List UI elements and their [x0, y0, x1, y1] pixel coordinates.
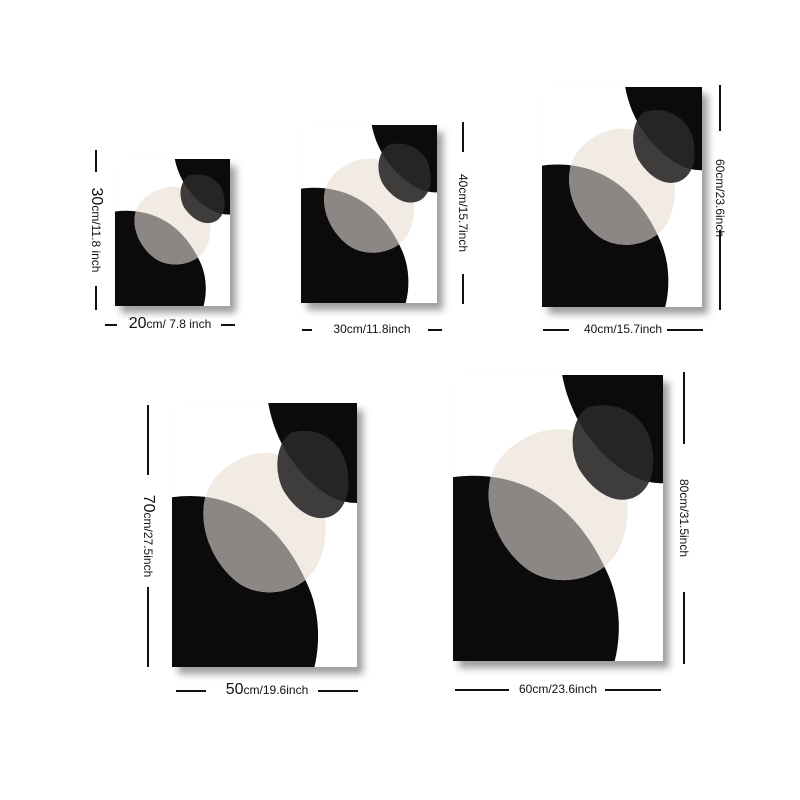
height-dimension-60x80: 80cm/31.5inch [676, 372, 692, 664]
height-label-50x70: 70cm/27.5inch [141, 495, 155, 578]
poster-30x40 [301, 125, 437, 303]
width-dimension-30x40: 30cm/11.8inch [302, 321, 442, 337]
poster-20x30 [115, 159, 230, 306]
width-label-30x40: 30cm/11.8inch [302, 321, 442, 337]
height-dimension-50x70: 70cm/27.5inch [140, 405, 156, 667]
height-label-40x60: 60cm/23.6inch [713, 158, 727, 236]
height-dimension-20x30: 30cm/11.8 inch [88, 150, 104, 310]
width-label-60x80: 60cm/23.6inch [455, 681, 661, 697]
poster-60x80 [453, 375, 663, 661]
width-label-40x60: 40cm/15.7inch [543, 321, 703, 337]
width-label-20x30: 20cm/ 7.8 inch [105, 316, 235, 332]
height-label-60x80: 80cm/31.5inch [677, 479, 691, 557]
width-dimension-40x60: 40cm/15.7inch [543, 321, 703, 337]
width-dimension-20x30: 20cm/ 7.8 inch [105, 316, 235, 332]
width-label-50x70: 50cm/19.6inch [176, 682, 358, 698]
height-label-30x40: 40cm/15.7inch [456, 174, 470, 252]
poster-50x70 [172, 403, 357, 667]
poster-40x60 [542, 87, 702, 307]
height-dimension-30x40: 40cm/15.7inch [455, 122, 471, 304]
width-dimension-60x80: 60cm/23.6inch [455, 681, 661, 697]
width-dimension-50x70: 50cm/19.6inch [176, 682, 358, 698]
height-label-20x30: 30cm/11.8 inch [89, 188, 103, 273]
height-dimension-40x60: 60cm/23.6inch [712, 85, 728, 310]
